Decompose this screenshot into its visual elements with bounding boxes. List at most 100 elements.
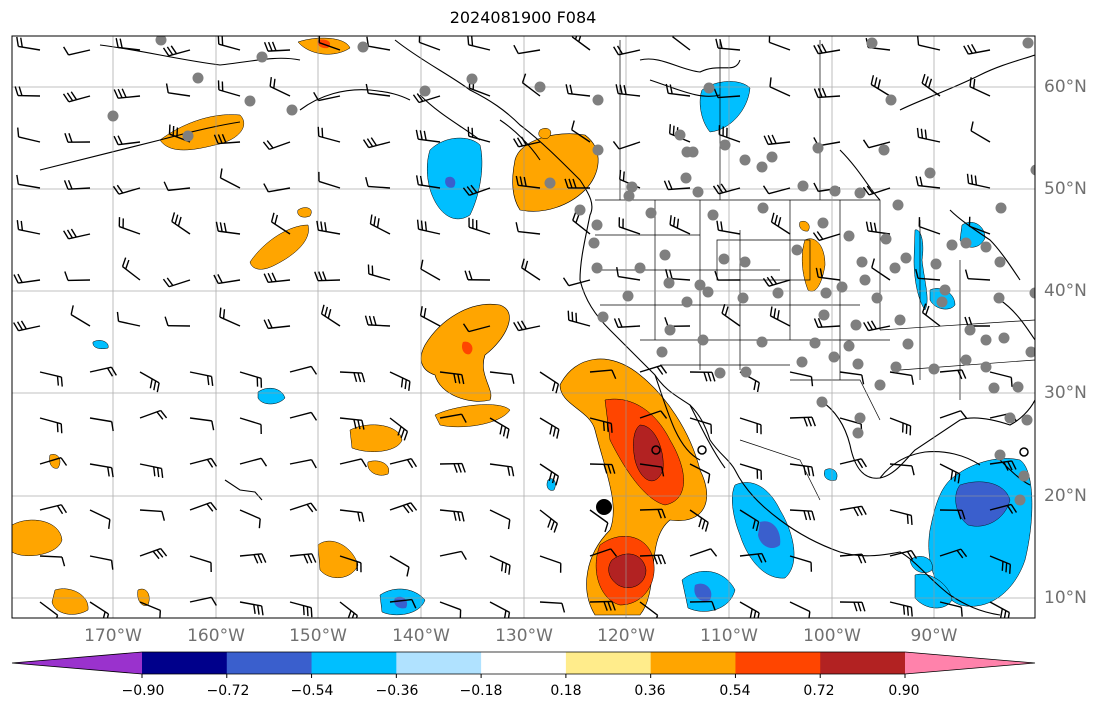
wind-barb: [389, 502, 418, 514]
wind-barb: [663, 180, 691, 191]
wind-barb: [671, 36, 691, 51]
storm-marker-open: [697, 445, 707, 455]
wind-barb: [689, 417, 712, 434]
station-dot: [534, 81, 546, 93]
station-dot: [885, 94, 897, 106]
station-dot: [828, 351, 840, 363]
wind-barb: [715, 38, 741, 51]
wind-barb: [320, 304, 341, 327]
wind-barb: [17, 127, 41, 143]
wind-barb: [239, 553, 267, 564]
wind-barb: [889, 417, 912, 436]
colorbar-segment: [820, 652, 906, 674]
station-dot: [626, 181, 638, 193]
wind-barb: [116, 311, 141, 327]
wind-barb: [189, 555, 212, 573]
wind-barb: [289, 502, 318, 513]
wind-barb: [217, 80, 241, 97]
station-dot: [719, 139, 731, 151]
station-dot: [674, 129, 686, 141]
lon-label: 120°W: [597, 626, 655, 646]
station-dot: [998, 332, 1010, 344]
wind-barb: [813, 87, 841, 99]
station-dot: [192, 72, 204, 84]
station-dot: [818, 309, 830, 321]
wind-barb: [189, 501, 218, 512]
station-dot: [809, 337, 821, 349]
wind-barb: [64, 132, 91, 143]
colorbar-tick-label: 0.18: [550, 683, 582, 699]
wind-barb: [689, 463, 711, 484]
wind-barb: [539, 371, 560, 394]
colorbar-tick-label: 0.54: [719, 683, 751, 699]
wind-barb: [439, 550, 467, 560]
wind-barb: [639, 508, 666, 519]
wind-barb: [889, 601, 913, 617]
wind-barb: [121, 257, 141, 281]
station-dot: [854, 187, 866, 199]
wind-barb: [289, 553, 317, 564]
station-dot: [902, 338, 914, 350]
station-dot: [880, 233, 892, 245]
colorbar-tick-label: −0.36: [375, 683, 419, 699]
station-dot: [946, 239, 958, 251]
wind-barb: [968, 216, 991, 235]
wind-barb: [789, 509, 816, 521]
wind-barb: [118, 217, 141, 235]
wind-barb: [219, 307, 241, 327]
wind-barb: [789, 555, 813, 572]
station-dot: [591, 219, 603, 231]
station-dot: [659, 249, 671, 261]
station-dot: [866, 37, 878, 49]
station-dot: [850, 319, 862, 331]
station-dot: [256, 51, 268, 63]
wind-barb: [739, 552, 767, 563]
wind-barb: [989, 601, 1011, 618]
wind-barb: [171, 212, 191, 235]
wind-barb: [339, 371, 366, 383]
wind-barb: [366, 36, 391, 51]
colorbar-segment: [735, 652, 821, 674]
station-dot: [1029, 287, 1035, 299]
map-title: 2024081900 F084: [449, 8, 597, 27]
wind-barb: [812, 231, 841, 242]
wind-barb: [89, 366, 117, 377]
wind-barb: [762, 275, 791, 287]
wind-barb: [789, 601, 811, 618]
wind-barb: [739, 463, 763, 480]
wind-barb: [364, 315, 391, 327]
wind-barb: [712, 183, 741, 195]
wind-barb: [89, 509, 111, 529]
station-dot: [622, 290, 634, 302]
colorbar-segment: [396, 652, 482, 674]
wind-barb: [562, 277, 591, 287]
wind-barb: [939, 410, 968, 419]
wind-barb: [689, 371, 716, 382]
wind-barb: [468, 217, 491, 235]
wind-barb: [467, 126, 491, 143]
wind-barb: [721, 304, 741, 327]
station-dot: [836, 281, 848, 293]
wind-barb: [162, 45, 191, 57]
wind-barb: [862, 139, 891, 149]
colorbar-segment: [142, 652, 228, 674]
wind-barb: [739, 509, 760, 532]
wind-barb: [966, 173, 991, 189]
station-dot: [419, 85, 431, 97]
wind-barb: [718, 125, 741, 143]
wind-barb: [63, 228, 91, 240]
wind-barb: [871, 258, 891, 281]
wind-barb: [989, 503, 1018, 514]
wind-barb: [115, 38, 141, 51]
wind-barb: [263, 319, 291, 330]
wind-barb: [318, 36, 341, 51]
storm-markers: [596, 445, 1029, 515]
station-dot: [707, 209, 719, 221]
station-dot: [993, 292, 1005, 304]
wind-barb: [239, 417, 262, 434]
lon-label: 90°W: [910, 626, 958, 646]
station-dot: [816, 396, 828, 408]
wind-barb: [339, 509, 365, 522]
wind-barb: [314, 271, 341, 282]
wind-barb: [39, 457, 68, 466]
